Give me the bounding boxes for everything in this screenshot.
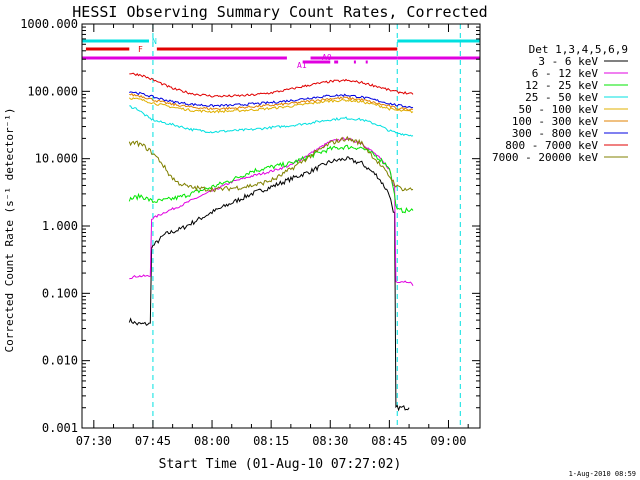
axes: 0.001 0.010 0.100 1.000 10.000 100.000 1000.00… xyxy=(20,17,481,448)
legend-title: Det 1,3,4,5,6,9 xyxy=(529,43,628,56)
series-line-0 xyxy=(128,156,410,412)
series-line-1 xyxy=(129,137,414,286)
y-tick-label-1: 0.010 xyxy=(42,354,78,368)
legend-label-3: 25 - 50 keV xyxy=(525,91,598,104)
legend-label-6: 300 - 800 keV xyxy=(512,127,598,140)
series-line-3 xyxy=(129,105,414,137)
legend-label-5: 100 - 300 keV xyxy=(512,115,598,128)
x-tick-label-1: 07:45 xyxy=(135,434,171,448)
legend-label-7: 800 - 7000 keV xyxy=(505,139,598,152)
x-tick-label-6: 09:00 xyxy=(430,434,466,448)
x-axis-label: Start Time (01-Aug-10 07:27:02) xyxy=(159,457,402,472)
series-line-7 xyxy=(129,72,414,98)
flag-label-N: N xyxy=(152,37,157,46)
flag-label-F: F xyxy=(138,45,143,54)
flag-label-A1: A1 xyxy=(297,61,307,70)
series-line-5 xyxy=(129,92,414,111)
series-line-6 xyxy=(129,91,414,109)
y-tick-label-0: 0.001 xyxy=(42,421,78,435)
y-axis-label: Corrected Count Rate (s⁻¹ detector⁻¹) xyxy=(3,107,16,352)
legend-label-4: 50 - 100 keV xyxy=(519,103,599,116)
series-line-8 xyxy=(128,135,414,193)
plot-area: NFA0A1 xyxy=(81,24,480,428)
plot-frame xyxy=(81,23,481,429)
footer-timestamp: 1-Aug-2010 08:59 xyxy=(569,470,636,478)
y-tick-label-4: 10.000 xyxy=(35,152,78,166)
y-tick-label-5: 100.000 xyxy=(27,84,78,98)
legend-label-1: 6 - 12 keV xyxy=(532,67,599,80)
legend-label-2: 12 - 25 keV xyxy=(525,79,598,92)
chart-title: HESSI Observing Summary Count Rates, Cor… xyxy=(72,3,487,21)
series-line-2 xyxy=(128,144,414,214)
legend-label-0: 3 - 6 keV xyxy=(538,55,598,68)
y-tick-label-3: 1.000 xyxy=(42,219,78,233)
y-tick-label-2: 0.100 xyxy=(42,286,78,300)
series-line-4 xyxy=(128,97,414,114)
x-tick-label-4: 08:30 xyxy=(312,434,348,448)
x-tick-label-2: 08:00 xyxy=(194,434,230,448)
y-tick-label-6: 1000.000 xyxy=(20,17,78,31)
x-tick-label-3: 08:15 xyxy=(253,434,289,448)
x-tick-label-0: 07:30 xyxy=(76,434,112,448)
legend-label-8: 7000 - 20000 keV xyxy=(492,151,598,164)
x-tick-label-5: 08:45 xyxy=(371,434,407,448)
